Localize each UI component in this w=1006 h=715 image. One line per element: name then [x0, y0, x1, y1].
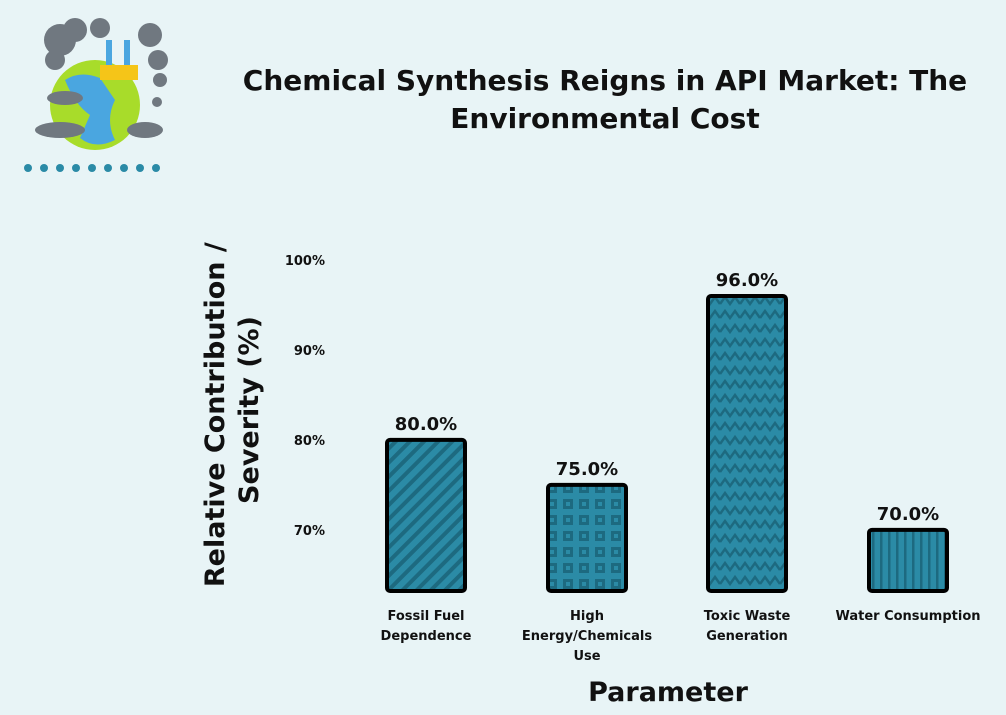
polluted-earth-factory-icon: [24, 18, 168, 172]
y-tick-label: 70%: [294, 524, 325, 539]
x-tick-label-line: Fossil Fuel: [388, 609, 465, 624]
x-axis-label: Parameter: [588, 677, 748, 708]
x-tick-label-line: Toxic Waste: [704, 609, 791, 624]
chart-title: Chemical Synthesis Reigns in API Market:…: [242, 64, 968, 135]
y-axis-label: Relative Contribution / Severity (%): [200, 233, 265, 587]
y-tick-label: 100%: [285, 254, 325, 269]
bar: [706, 293, 788, 593]
bar: [385, 437, 467, 593]
y-tick-label: 80%: [294, 434, 325, 449]
x-tick-label-line: Dependence: [381, 629, 472, 644]
x-tick-label-line: Generation: [706, 629, 788, 644]
data-label: 96.0%: [716, 270, 778, 291]
y-axis-label-line: Severity (%): [234, 316, 265, 504]
bar: [546, 482, 628, 594]
data-label: 75.0%: [556, 459, 618, 480]
x-tick-label: Fossil Fuel Dependence: [381, 609, 472, 644]
x-tick-label-line: Energy/Chemicals: [522, 629, 652, 644]
x-tick-label: Water Consumption: [835, 609, 980, 624]
bar: [867, 527, 949, 594]
x-tick-label: Toxic Waste Generation: [704, 609, 791, 644]
data-label: 80.0%: [395, 414, 457, 435]
y-axis-label-line: Relative Contribution /: [200, 242, 231, 587]
x-tick-label: High Energy/Chemicals Use: [522, 609, 652, 664]
x-tick-label-line: High: [570, 609, 604, 624]
data-label: 70.0%: [877, 504, 939, 525]
x-tick-label-line: Use: [573, 649, 600, 664]
y-tick-label: 90%: [294, 344, 325, 359]
x-tick-label-line: Water Consumption: [835, 609, 980, 624]
